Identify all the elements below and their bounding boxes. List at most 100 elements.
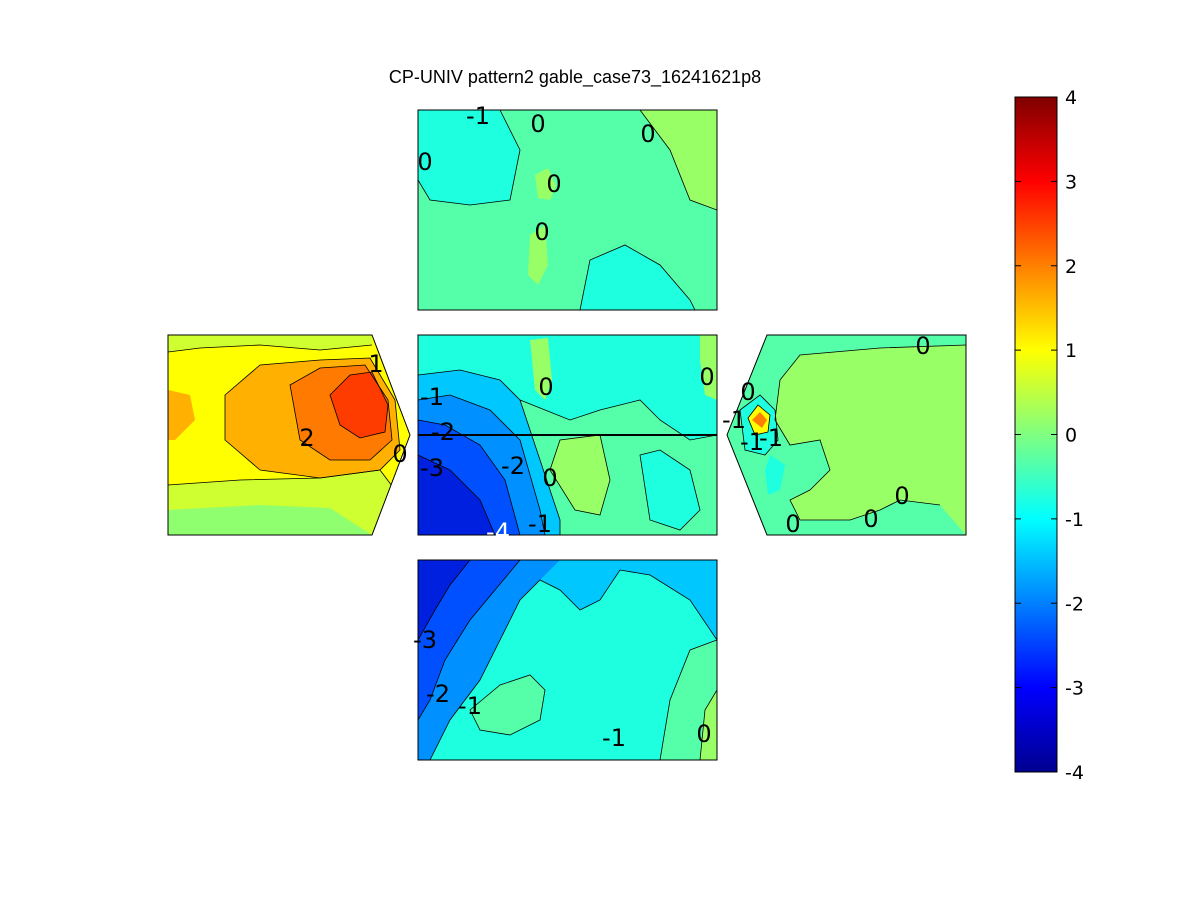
colorbar-tick-label: 0	[1065, 425, 1077, 447]
right-gable-label: 0	[863, 505, 878, 533]
panel-center-roof	[418, 335, 717, 535]
bottom-wall-region-minus3	[418, 560, 520, 720]
center-roof-region-minus4	[418, 455, 495, 535]
bottom-wall-region-0	[470, 675, 545, 735]
chart-title: CP-UNIV pattern2 gable_case73_16241621p8	[389, 67, 761, 88]
bottom-wall-region-minus4	[418, 560, 470, 640]
right-gable-label: -1	[759, 424, 783, 452]
colorbar-tick-label: 2	[1065, 256, 1077, 278]
right-gable-contour	[747, 404, 771, 436]
right-gable-label: -1	[722, 406, 746, 434]
center-roof-label: 0	[542, 464, 557, 492]
center-roof-contour	[418, 394, 546, 535]
left-gable-frame	[167, 334, 411, 536]
bottom-wall-label: 0	[696, 720, 711, 748]
top-roof-label: 0	[534, 218, 549, 246]
colorbar-tick-label: 1	[1065, 340, 1077, 362]
right-gable-label: 0	[740, 378, 755, 406]
top-roof-label: -1	[466, 102, 490, 130]
bottom-wall-label: -2	[426, 680, 450, 708]
colorbar-tick-label: -1	[1065, 509, 1084, 531]
bottom-wall-contour	[418, 560, 521, 721]
colorbar-tick-label: 3	[1065, 171, 1077, 193]
bottom-wall-contour	[418, 560, 471, 641]
bottom-wall-contour	[659, 639, 717, 760]
center-roof-region-minus1-lower	[640, 450, 700, 530]
right-gable-label: 0	[915, 332, 930, 360]
center-roof-contour	[519, 399, 717, 441]
left-gable-region-edge2	[168, 505, 372, 535]
left-gable-label: 2	[299, 424, 314, 452]
center-roof-region-0-lower	[550, 435, 610, 515]
center-roof-contour	[639, 449, 701, 531]
top-roof-region-minus1-lower	[580, 245, 695, 310]
left-gable-contour	[329, 371, 389, 439]
center-roof-label: -3	[420, 454, 444, 482]
center-roof-label: -1	[420, 383, 444, 411]
top-roof-contour	[418, 110, 521, 206]
center-roof-label: 0	[699, 363, 714, 391]
top-roof-region-minus1-upper	[418, 110, 520, 205]
right-gable-label: 0	[785, 510, 800, 538]
center-roof-contour	[549, 434, 611, 516]
bottom-wall-contour	[469, 674, 546, 736]
right-gable-region-0	[727, 335, 966, 535]
left-gable-region-edge	[168, 335, 372, 352]
center-roof-contour	[418, 369, 561, 535]
top-roof-contour	[639, 110, 717, 211]
center-roof-label: -2	[431, 418, 455, 446]
top-roof-label: 0	[546, 170, 561, 198]
center-roof-label: -4	[486, 518, 510, 546]
left-gable-region-orange-left	[168, 390, 195, 440]
center-roof-label: 0	[538, 373, 553, 401]
panel-top-roof	[418, 110, 717, 310]
top-roof-region-0-right	[418, 110, 717, 210]
right-gable-contour	[739, 394, 779, 456]
right-gable-contour	[774, 344, 966, 521]
colorbar: 4 3 2 1 0 -1 -2 -3 -4	[1014, 87, 1084, 784]
colorbar-tick-label: -2	[1065, 593, 1084, 615]
top-roof-label: 0	[417, 148, 432, 176]
left-gable-contour	[289, 364, 393, 461]
center-roof-contour	[418, 419, 521, 535]
center-roof-contour	[418, 454, 496, 535]
bottom-wall-contour	[429, 569, 717, 760]
top-roof-region-0-island2	[528, 225, 548, 285]
top-roof-label: 0	[530, 110, 545, 138]
center-roof-label: -1	[528, 510, 552, 538]
center-roof-frame	[417, 334, 718, 536]
center-roof-region-0-island	[530, 338, 552, 400]
bottom-wall-label: -1	[458, 692, 482, 720]
right-gable-region-peak-center	[752, 412, 767, 428]
right-gable-label: -1	[740, 428, 764, 456]
center-roof-region-minus1	[418, 335, 717, 440]
left-gable-contour	[168, 344, 373, 353]
colorbar-tick-label: -3	[1065, 678, 1084, 700]
bottom-wall-label: -1	[602, 724, 626, 752]
bottom-wall-region-high-right	[700, 690, 717, 760]
center-roof-region-0-edge	[700, 335, 717, 400]
top-roof-label: 0	[640, 120, 655, 148]
right-gable-label: 0	[894, 482, 909, 510]
panel-left-gable	[168, 335, 410, 535]
left-gable-label: 0	[392, 440, 407, 468]
right-gable-frame	[726, 334, 967, 536]
bottom-wall-frame	[417, 559, 718, 761]
left-gable-region-high	[330, 372, 388, 438]
colorbar-tick-label: 4	[1065, 87, 1077, 109]
top-roof-contour	[579, 244, 696, 310]
top-roof-region-0-island	[535, 168, 556, 200]
panel-right-gable	[727, 335, 966, 535]
colorbar-gradient	[1015, 97, 1057, 772]
left-gable-contour	[224, 357, 401, 479]
center-roof-label: -2	[501, 452, 525, 480]
bottom-wall-label: -3	[413, 626, 437, 654]
top-roof-frame	[417, 109, 718, 311]
colorbar-tick-label: -4	[1065, 762, 1084, 784]
left-gable-label: 1	[368, 350, 383, 378]
panel-bottom-wall	[418, 560, 717, 760]
bottom-wall-contour	[699, 689, 717, 760]
right-gable-region-minus1b	[765, 455, 785, 495]
left-gable-contour	[168, 469, 396, 491]
